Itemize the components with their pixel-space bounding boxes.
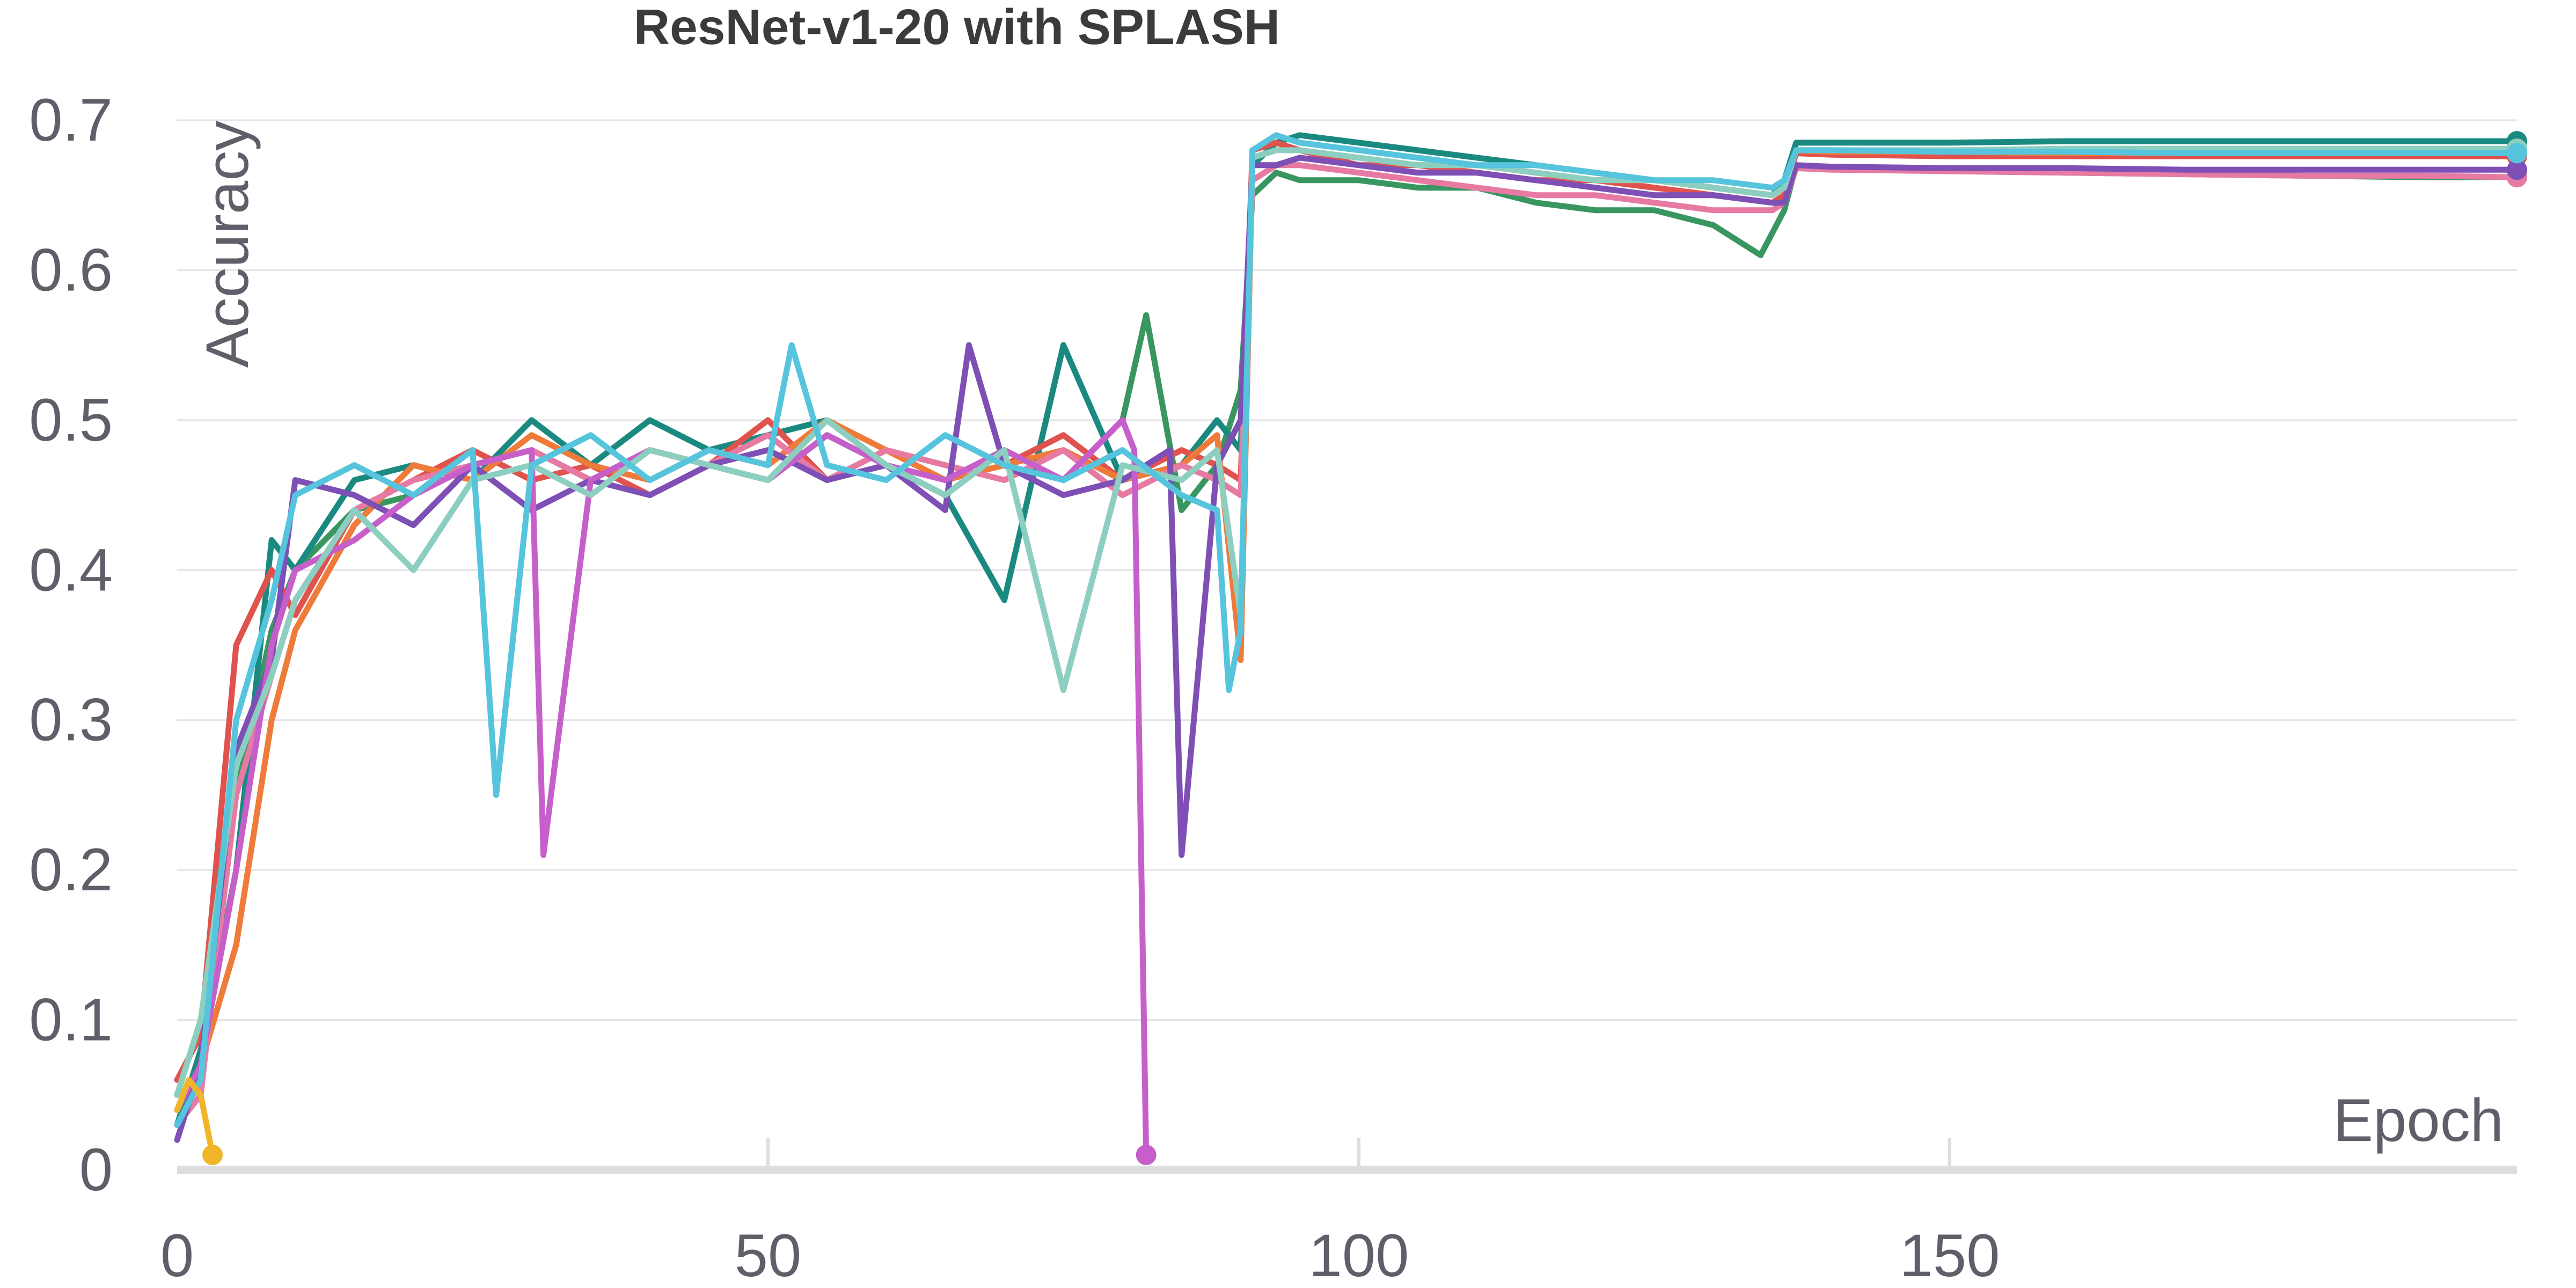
- series-end-marker: [2507, 159, 2527, 180]
- y-tick-label: 0.4: [29, 536, 113, 603]
- series-line-8: [174, 145, 2520, 1098]
- x-axis-label: Epoch: [2333, 1087, 2504, 1154]
- y-tick-label: 0: [79, 1136, 113, 1203]
- series-line-1: [174, 162, 2520, 1098]
- series-line-7: [174, 417, 1150, 1158]
- y-axis-label: Accuracy: [194, 121, 261, 368]
- y-tick-label: 0.6: [29, 236, 113, 303]
- y-tick-label: 0.2: [29, 836, 113, 903]
- marker-layer: [202, 131, 2527, 1166]
- y-tick-label: 0.1: [29, 986, 113, 1053]
- series-end-marker: [2507, 143, 2527, 164]
- series-line-6: [174, 155, 2520, 1143]
- series-layer: [174, 132, 2520, 1158]
- x-tick-label: 100: [1309, 1222, 1409, 1288]
- series-line-4: [174, 147, 2520, 1113]
- series-line-2: [174, 132, 2520, 1128]
- x-tick-label: 50: [735, 1222, 802, 1288]
- series-line-5: [174, 162, 2520, 1128]
- axis-layer: 0 0.1 0.2 0.3 0.4 0.5 0.6 0.7 0 50 100 150: [29, 86, 2517, 1288]
- y-tick-label: 0.3: [29, 686, 113, 753]
- series-end-marker: [1136, 1145, 1157, 1166]
- chart-title: ResNet-v1-20 with SPLASH: [634, 0, 1280, 55]
- x-tick-label: 0: [160, 1222, 194, 1288]
- series-line-10: [174, 1077, 216, 1158]
- x-tick-label: 150: [1900, 1222, 2000, 1288]
- series-line-9: [174, 132, 2520, 1128]
- series-line-3: [174, 140, 2520, 1083]
- y-tick-label: 0.5: [29, 386, 113, 453]
- grid-layer: [177, 119, 2517, 1021]
- y-tick-label: 0.7: [29, 86, 113, 153]
- series-end-marker: [202, 1145, 223, 1166]
